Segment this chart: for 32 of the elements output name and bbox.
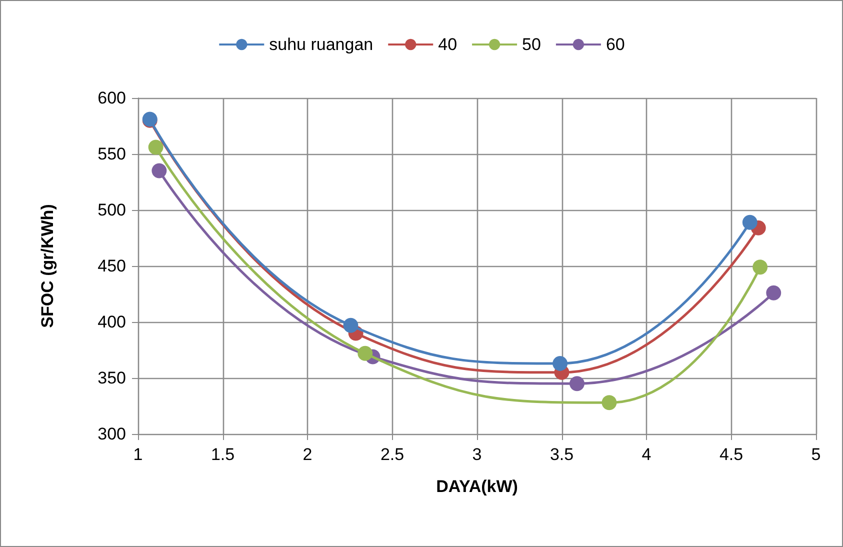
point (152, 163, 167, 178)
point (602, 395, 617, 410)
x-tick-label: 1.5 (210, 445, 235, 464)
y-tick-label: 350 (98, 368, 126, 388)
point (552, 356, 568, 371)
x-tick-label: 5 (811, 445, 821, 464)
point (148, 140, 164, 155)
point (358, 346, 373, 361)
legend-label: 40 (438, 35, 458, 54)
point (742, 214, 758, 230)
legend-label: suhu ruangan (269, 35, 374, 54)
x-axis-title: DAYA(kW) (436, 477, 518, 496)
point (570, 376, 585, 392)
x-tick-label: 4 (642, 445, 652, 464)
x-tick-label: 1 (133, 445, 143, 464)
y-tick-label: 550 (98, 144, 126, 164)
x-tick-label: 4.5 (719, 445, 744, 464)
point (343, 318, 358, 333)
y-axis-title: SFOC (gr/KWh) (38, 204, 57, 328)
x-tick-label: 3 (472, 445, 482, 464)
x-tick-label: 2.5 (380, 445, 404, 464)
y-tick-label: 450 (98, 256, 126, 276)
y-tick-label: 500 (98, 200, 126, 220)
y-tick-label: 400 (98, 312, 126, 332)
x-tick-label: 2 (302, 445, 312, 464)
y-tick-label: 300 (98, 424, 126, 444)
x-tick-label: 3.5 (550, 445, 574, 464)
y-tick-label: 600 (98, 88, 126, 108)
legend-label: 60 (606, 35, 625, 54)
point (752, 260, 768, 275)
point (766, 285, 782, 300)
legend-label: 50 (522, 35, 541, 54)
